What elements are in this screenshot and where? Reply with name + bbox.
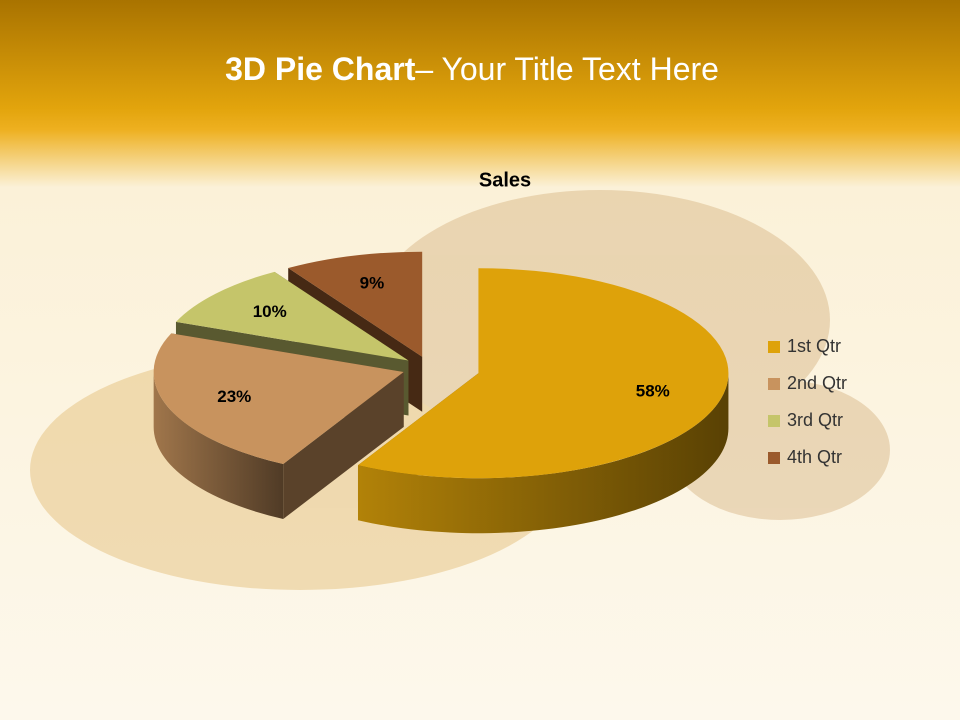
legend-swatch (768, 415, 780, 427)
slice-top (175, 271, 409, 361)
legend-label: 4th Qtr (787, 447, 842, 467)
slide-title: 3D Pie Chart– Your Title Text Here (225, 51, 719, 87)
legend-swatch (768, 341, 780, 353)
slice-side (357, 373, 729, 534)
data-label: 23% (217, 387, 251, 406)
slice: 58% (357, 268, 729, 534)
legend-swatch (768, 378, 780, 390)
legend-label: 3rd Qtr (787, 410, 843, 430)
chart-title: Sales (479, 169, 531, 191)
slice-top (153, 333, 404, 464)
data-label: 58% (636, 382, 670, 401)
slice-side (153, 371, 284, 519)
legend-swatch (768, 452, 780, 464)
legend-label: 2nd Qtr (787, 373, 847, 393)
slice: 23% (153, 333, 404, 519)
slide-title-bold: 3D Pie Chart (225, 51, 416, 87)
slide-title-rest: – Your Title Text Here (415, 51, 719, 87)
slice-top (357, 268, 729, 479)
pie: 9% 10% 58% 23% (153, 251, 729, 534)
data-label: 10% (253, 302, 287, 321)
slice-top (288, 251, 423, 357)
legend: 1st Qtr 2nd Qtr 3rd Qtr 4th Qtr (768, 336, 847, 467)
data-label: 9% (360, 274, 385, 293)
legend-label: 1st Qtr (787, 336, 841, 356)
